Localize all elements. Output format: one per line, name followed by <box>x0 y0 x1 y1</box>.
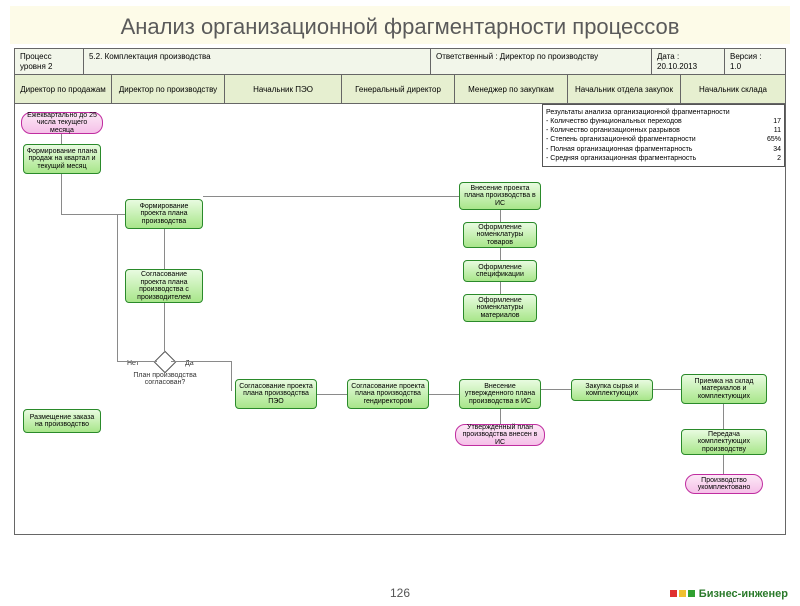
edge <box>500 282 501 294</box>
hdr-responsible: Ответственный : Директор по производству <box>431 49 652 74</box>
node-spec: Оформление спецификации <box>463 260 537 282</box>
hdr-ver-lbl: Версия : <box>730 52 761 61</box>
analysis-row: - Степень организационной фрагментарност… <box>546 135 781 144</box>
decision-text: План производства согласован? <box>131 372 199 386</box>
edge <box>500 409 501 424</box>
lane-1: Директор по продажам <box>15 75 112 103</box>
node-buy: Закупка сырья и комплектующих <box>571 379 653 401</box>
node-nomen-goods: Оформление номенклатуры товаров <box>463 222 537 248</box>
edge <box>61 214 125 215</box>
node-form-proj: Формирование проекта плана производства <box>125 199 203 229</box>
node-agree-peo: Согласование проекта плана производства … <box>235 379 317 409</box>
hdr-process: 5.2. Комплектация производства <box>84 49 431 74</box>
node-receive: Приемка на склад материалов и комплектую… <box>681 374 767 404</box>
page-title: Анализ организационной фрагментарности п… <box>10 6 790 44</box>
lane-6: Начальник отдела закупок <box>568 75 681 103</box>
node-complete: Производство укомплектовано <box>685 474 763 494</box>
lane-3: Начальник ПЭО <box>225 75 342 103</box>
edge <box>164 303 165 353</box>
lane-header: Директор по продажам Директор по произво… <box>15 75 785 104</box>
edge <box>164 229 165 269</box>
node-nomen-mat: Оформление номенклатуры материалов <box>463 294 537 322</box>
node-approved: Утвержденный план производства внесен в … <box>455 424 545 446</box>
node-transfer: Передача комплектующих производству <box>681 429 767 455</box>
lane-7: Начальник склада <box>681 75 785 103</box>
logo-text: Бизнес-инженер <box>699 588 788 600</box>
logo-icon <box>679 590 686 597</box>
edge <box>653 389 681 390</box>
edge <box>117 361 157 362</box>
node-input-is: Внесение утвержденного плана производств… <box>459 379 541 409</box>
edge <box>203 196 459 197</box>
analysis-row: - Количество организационных разрывов11 <box>546 126 781 135</box>
node-start: Ежеквартально до 25 числа текущего месяц… <box>21 112 103 134</box>
header-row: Процесс уровня 2 5.2. Комплектация произ… <box>15 49 785 75</box>
edge <box>500 210 501 222</box>
hdr-date: Дата : 20.10.2013 <box>652 49 725 74</box>
node-agree-gd: Согласование проекта плана производства … <box>347 379 429 409</box>
lane-5: Менеджер по закупкам <box>455 75 568 103</box>
edge <box>61 134 62 144</box>
lane-2: Директор по производству <box>112 75 225 103</box>
diagram-frame: Процесс уровня 2 5.2. Комплектация произ… <box>14 48 786 535</box>
analysis-row: - Средняя организационная фрагментарност… <box>546 154 781 163</box>
decision-diamond <box>154 351 177 374</box>
edge <box>723 404 724 429</box>
edge <box>317 394 347 395</box>
lane-4: Генеральный директор <box>342 75 455 103</box>
node-plan-sales: Формирование плана продаж на квартал и т… <box>23 144 101 174</box>
edge <box>117 214 118 361</box>
logo: Бизнес-инженер <box>669 588 788 600</box>
edge <box>171 361 231 362</box>
edge <box>429 394 459 395</box>
edge <box>723 455 724 474</box>
hdr-date-val: 20.10.2013 <box>657 62 697 71</box>
logo-icon <box>688 590 695 597</box>
edge <box>231 361 232 391</box>
logo-icon <box>670 590 677 597</box>
node-order: Размещение заказа на производство <box>23 409 101 433</box>
hdr-date-lbl: Дата : <box>657 52 679 61</box>
hdr-level: Процесс уровня 2 <box>15 49 84 74</box>
analysis-title: Результаты анализа организационной фрагм… <box>546 108 781 117</box>
analysis-row: - Количество функциональных переходов17 <box>546 117 781 126</box>
node-agree-prod: Согласование проекта плана производства … <box>125 269 203 303</box>
hdr-version: Версия : 1.0 <box>725 49 785 74</box>
node-proj-is: Внесение проекта плана производства в ИС <box>459 182 541 210</box>
edge <box>500 248 501 260</box>
analysis-row: - Полная организационная фрагментарность… <box>546 145 781 154</box>
canvas: Результаты анализа организационной фрагм… <box>15 104 785 535</box>
analysis-box: Результаты анализа организационной фрагм… <box>542 104 785 167</box>
hdr-ver-val: 1.0 <box>730 62 741 71</box>
edge <box>61 174 62 214</box>
edge <box>541 389 571 390</box>
